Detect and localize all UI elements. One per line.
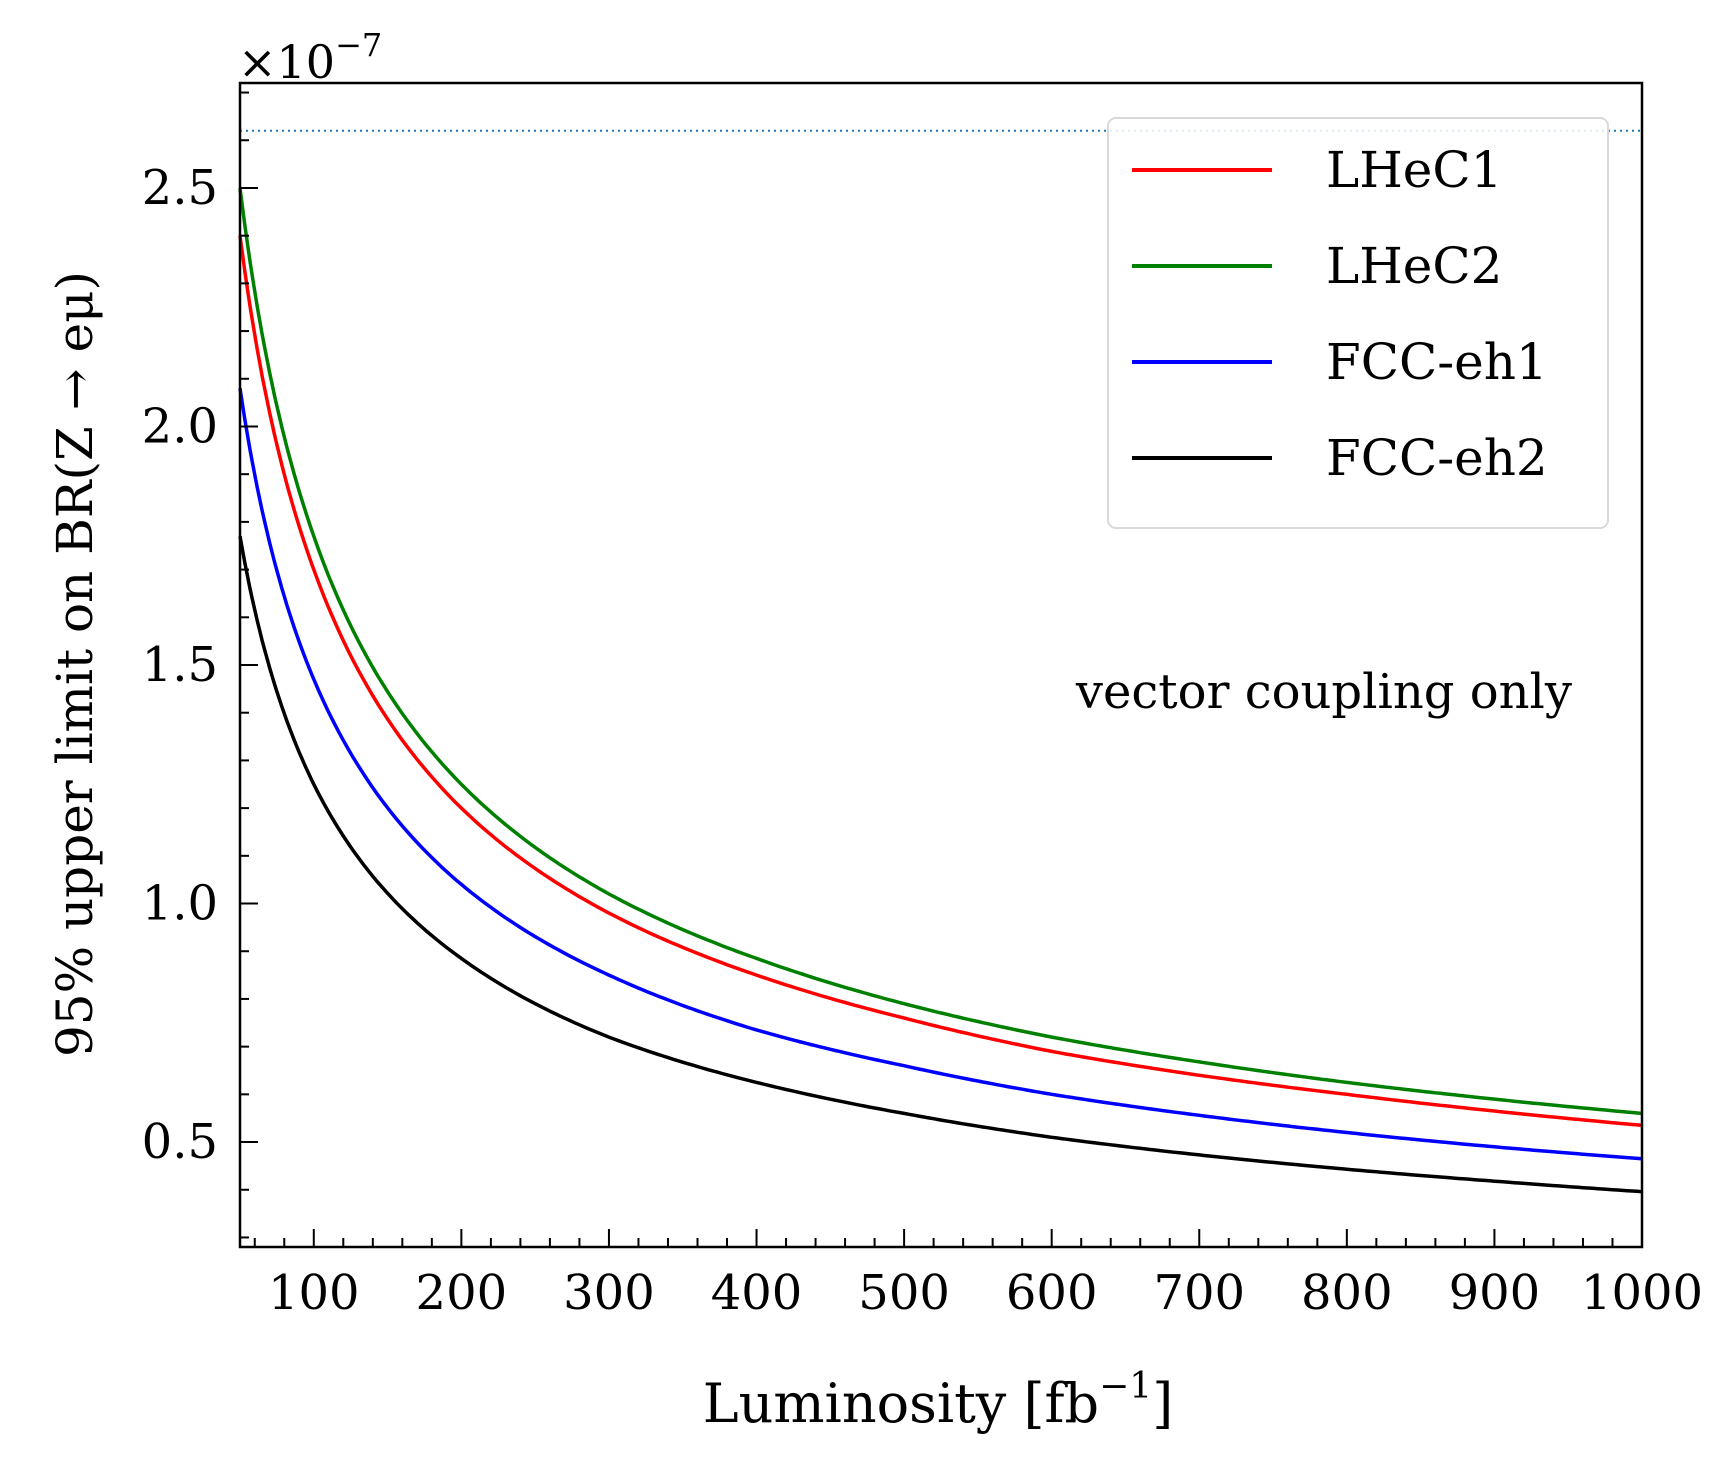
x-label-text: Luminosity [fb (703, 1372, 1099, 1435)
legend-label: LHeC1 (1326, 141, 1502, 199)
x-tick-label: 400 (711, 1265, 803, 1321)
x-label-superscript: −1 (1099, 1366, 1152, 1407)
y-tick-label: 1.5 (142, 637, 218, 693)
x-tick-label: 100 (268, 1265, 360, 1321)
series-line-lhec1 (238, 235, 1643, 1128)
legend-label: FCC-eh2 (1326, 429, 1548, 487)
legend-items: LHeC1 LHeC2 FCC-eh1 FCC-eh2 (1132, 141, 1548, 487)
x-tick-label: 800 (1301, 1265, 1393, 1321)
series-group (238, 187, 1643, 1194)
y-axis-ticks: 0.5 1.0 1.5 2.0 2.5 (142, 91, 258, 1239)
x-tick-label: 600 (1006, 1265, 1098, 1321)
annotation-text: vector coupling only (1075, 664, 1572, 720)
x-tick-label: 300 (563, 1265, 655, 1321)
y-tick-label: 1.0 (142, 876, 218, 932)
series-line-fcc-eh2 (238, 535, 1643, 1194)
x-tick-label: 1000 (1581, 1265, 1703, 1321)
legend: LHeC1 LHeC2 FCC-eh1 FCC-eh2 (1107, 117, 1609, 529)
y-tick-label: 0.5 (142, 1114, 218, 1170)
x-tick-label: 700 (1153, 1265, 1245, 1321)
legend-box (1107, 117, 1609, 529)
y-multiplier-exponent: −7 (335, 26, 382, 64)
y-axis-multiplier: ×10−7 (238, 26, 382, 89)
x-tick-label: 200 (416, 1265, 508, 1321)
x-axis-label: Luminosity [fb−1] (703, 1366, 1174, 1435)
x-axis-ticks: 100 200 300 400 500 600 700 800 900 1000 (253, 1229, 1703, 1321)
legend-label: FCC-eh1 (1326, 333, 1548, 391)
series-line-fcc-eh1 (238, 388, 1643, 1161)
y-tick-label: 2.0 (142, 398, 218, 454)
x-tick-label: 500 (858, 1265, 950, 1321)
y-axis-label: 95% upper limit on BR(Z → eμ) (46, 271, 104, 1057)
y-tick-label: 2.5 (142, 160, 218, 216)
legend-label: LHeC2 (1326, 237, 1502, 295)
y-multiplier-base: ×10 (238, 35, 335, 89)
x-tick-label: 900 (1449, 1265, 1541, 1321)
series-line-lhec2 (238, 187, 1643, 1116)
x-label-close: ] (1152, 1372, 1173, 1435)
